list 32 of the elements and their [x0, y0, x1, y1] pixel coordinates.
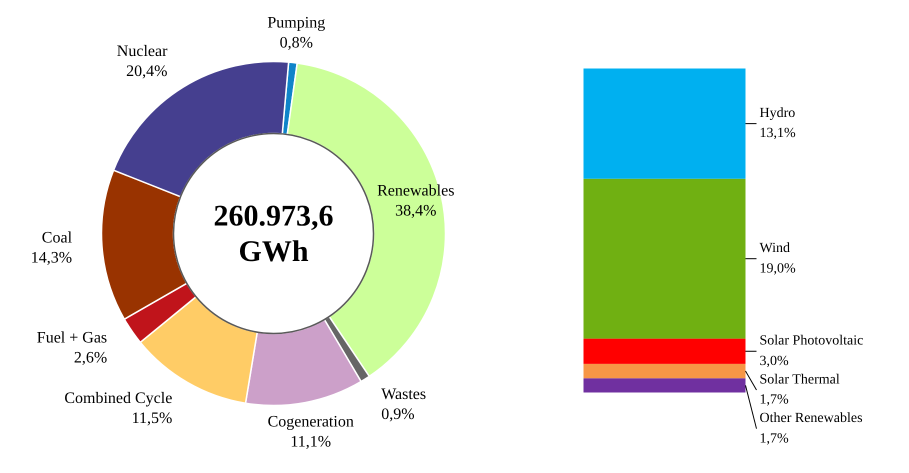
- data-label: 38,4%: [395, 202, 436, 220]
- bar: [584, 378, 746, 392]
- data-label: 19,0%: [760, 261, 796, 276]
- bar: [584, 338, 746, 364]
- data-label: 20,4%: [126, 63, 168, 80]
- series-label: Solar Photovoltaic: [760, 334, 864, 349]
- data-label: 1,7%: [760, 392, 789, 408]
- slice-label: Pumping: [267, 14, 326, 32]
- data-label: 13,1%: [760, 126, 796, 142]
- slice-label: Fuel + Gas: [36, 330, 108, 347]
- slice-label: Coal: [42, 230, 73, 247]
- bar: [584, 364, 746, 378]
- data-label: 0,8%: [280, 34, 313, 52]
- series-label: Hydro: [760, 106, 796, 122]
- slice-label: Renewables: [377, 182, 454, 200]
- bar: [584, 178, 746, 339]
- data-label: 11,1%: [290, 434, 332, 451]
- data-label: 14,3%: [30, 250, 72, 267]
- slice-label: Combined Cycle: [64, 390, 172, 407]
- text: 260.973,6 GWh: [214, 200, 334, 268]
- series-label: Wind: [760, 241, 790, 256]
- series-label: Other Renewables: [760, 411, 863, 426]
- series-label: Solar Thermal: [760, 372, 840, 388]
- data-label: 2,6%: [74, 350, 108, 367]
- slice-label: Cogeneration: [268, 414, 354, 431]
- data-label: 3,0%: [760, 354, 789, 369]
- data-label: 0,9%: [381, 406, 415, 423]
- slice-label: Wastes: [381, 386, 426, 403]
- data-label: 1,7%: [760, 431, 789, 446]
- slice-label: Nuclear: [116, 43, 168, 60]
- data-label: 11,5%: [132, 410, 172, 427]
- bar: [584, 68, 746, 179]
